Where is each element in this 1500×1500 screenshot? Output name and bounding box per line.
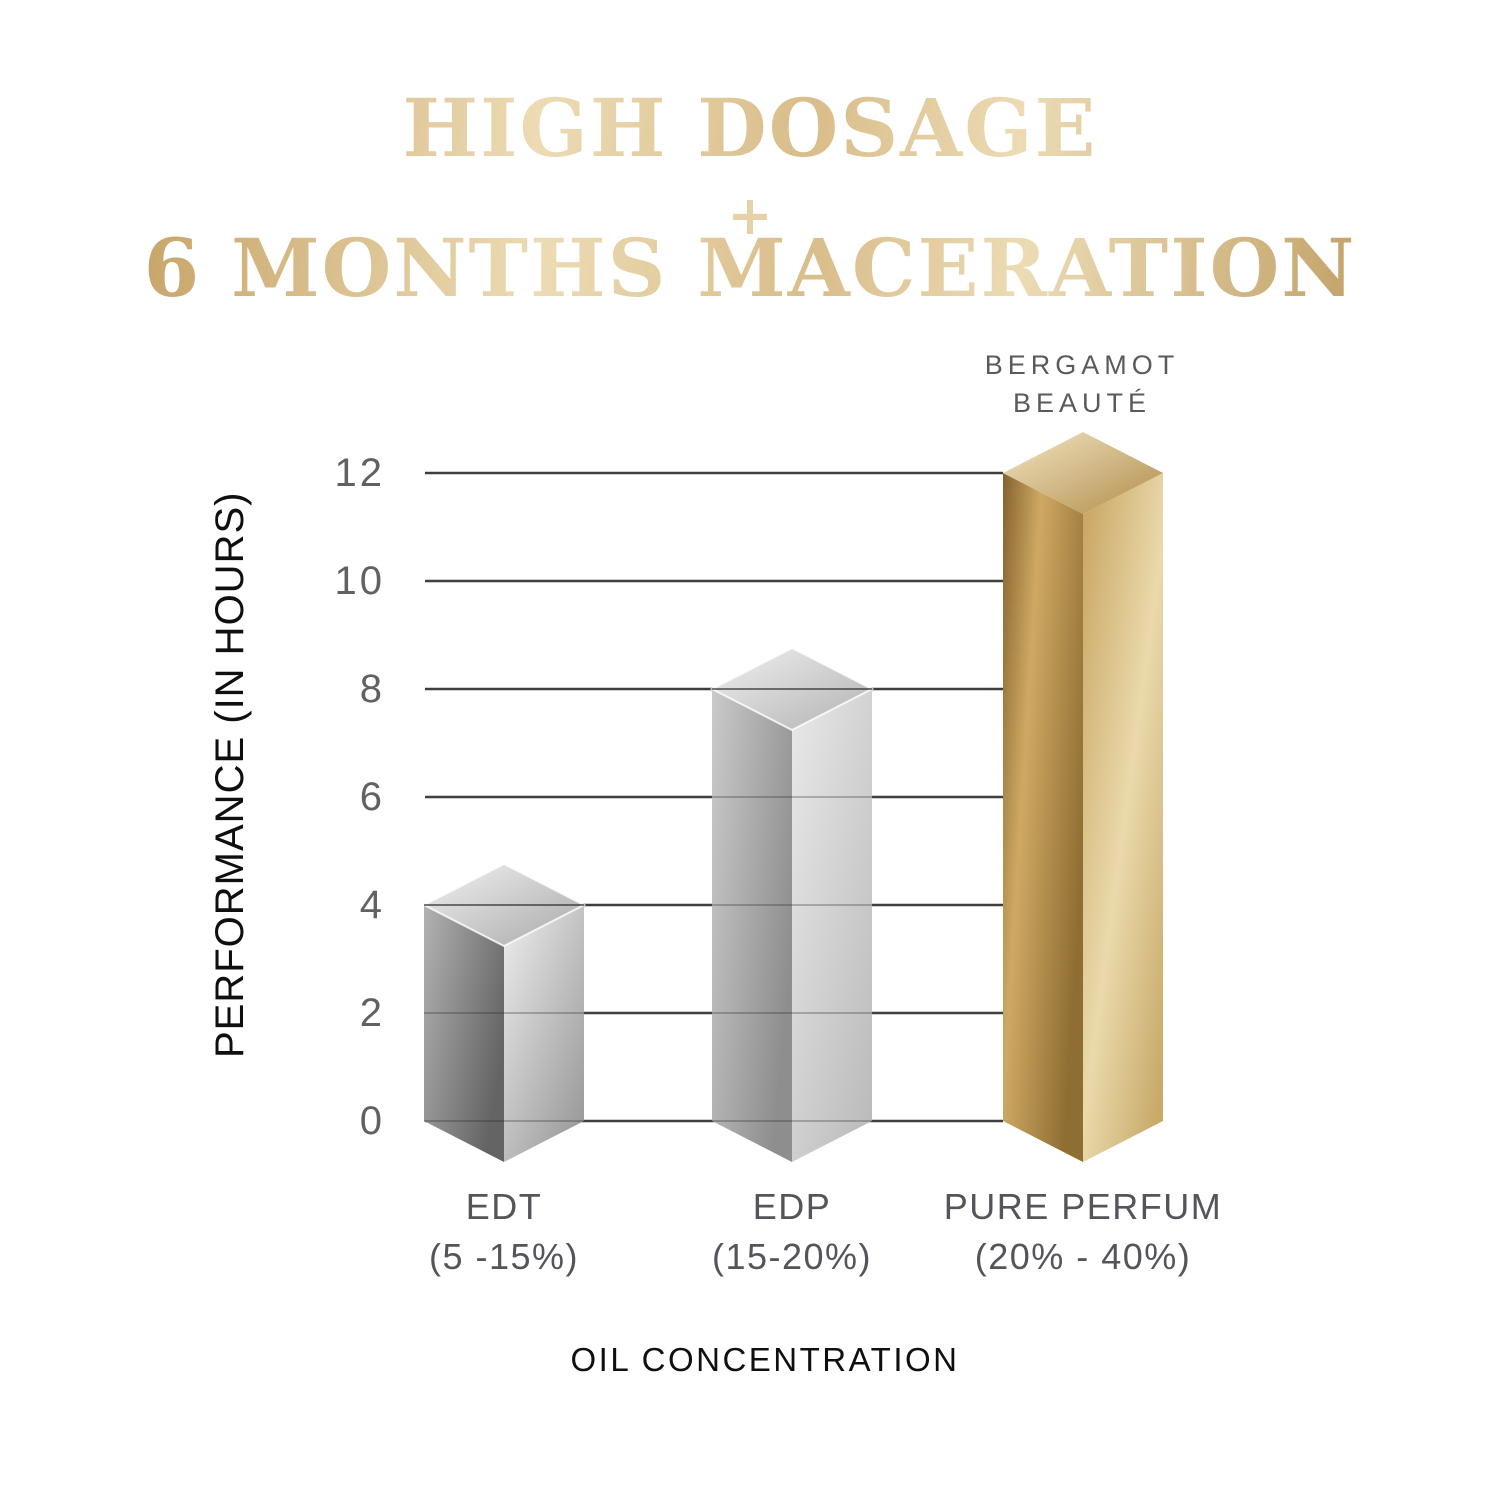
page-title-line-2: 6 MONTHS MACERATION — [0, 213, 1500, 323]
y-tick-10: 10 — [334, 559, 385, 603]
category-name: EDP — [752, 1186, 832, 1227]
y-tick-2: 2 — [359, 991, 385, 1035]
y-tick-6: 6 — [359, 775, 385, 819]
bar-edp-right-face — [792, 689, 872, 1162]
y-tick-0: 0 — [359, 1099, 385, 1143]
category-name: EDT — [465, 1186, 543, 1227]
category-range: (15-20%) — [711, 1236, 873, 1277]
bar-pure-perfum — [1003, 432, 1163, 1162]
category-name: PURE PERFUM — [943, 1186, 1223, 1227]
category-label-edt: EDT (5 -15%) — [354, 1182, 654, 1282]
y-tick-4: 4 — [359, 883, 385, 927]
annotation-line-2: BEAUTÉ — [1012, 388, 1152, 418]
bar-edp — [709, 646, 875, 1162]
bar-pure-perfum-left-face — [1003, 473, 1083, 1162]
bar-pure-perfum-top-face — [1003, 432, 1163, 514]
bar-edt — [421, 862, 587, 1162]
page-title-line-1: HIGH DOSAGE — [0, 73, 1500, 183]
bar-edp-left-face — [712, 689, 792, 1162]
x-axis-title: OIL CONCENTRATION — [570, 1341, 960, 1378]
bar-pure-perfum-right-face — [1083, 473, 1163, 1162]
category-range: (20% - 40%) — [974, 1236, 1192, 1277]
y-axis-title: PERFORMANCE (IN HOURS) — [208, 491, 252, 1058]
y-tick-8: 8 — [359, 667, 385, 711]
category-label-edp: EDP (15-20%) — [642, 1182, 942, 1282]
bar-edt-left-face — [424, 905, 504, 1162]
plus-sign: + — [0, 188, 1500, 242]
bar-annotation: BERGAMOT BEAUTÉ — [922, 346, 1242, 422]
annotation-line-1: BERGAMOT — [984, 350, 1180, 380]
bar-edt-right-face — [504, 905, 584, 1162]
y-tick-12: 12 — [334, 451, 385, 495]
category-label-pure-perfum: PURE PERFUM (20% - 40%) — [903, 1182, 1263, 1282]
category-range: (5 -15%) — [428, 1236, 580, 1277]
